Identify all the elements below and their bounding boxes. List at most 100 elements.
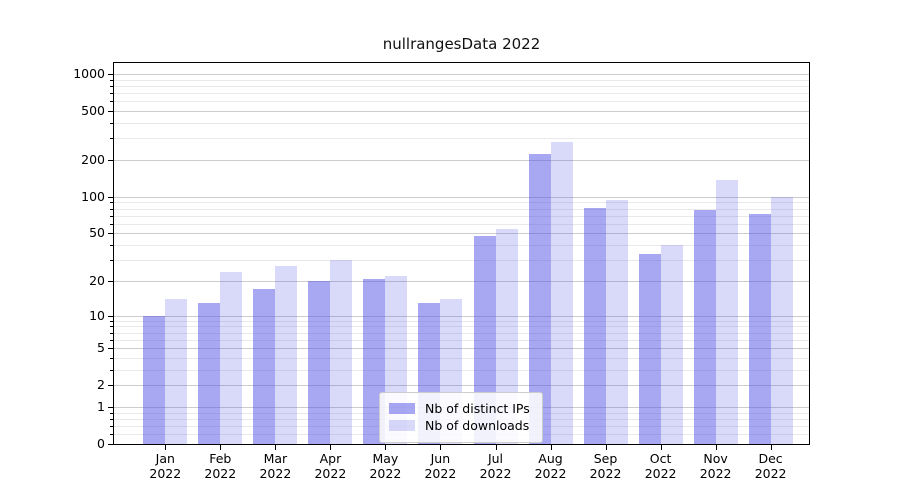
x-tick-mark <box>660 445 662 450</box>
y-minor-tick-mark <box>110 418 113 420</box>
bar-jul-distinct-ips <box>473 235 496 444</box>
minor-gridline <box>114 260 809 262</box>
bar-dec-distinct-ips <box>748 213 771 444</box>
y-tick-label: 1000 <box>73 66 105 81</box>
major-gridline <box>114 111 809 113</box>
x-tick-mark <box>330 445 332 450</box>
minor-gridline <box>114 123 809 124</box>
y-minor-tick-mark <box>110 93 113 95</box>
x-tick-mark <box>770 445 772 450</box>
minor-gridline <box>114 245 809 247</box>
y-tick-label: 10 <box>89 307 105 323</box>
bar-oct-distinct-ips <box>638 253 661 444</box>
legend-label: Nb of downloads <box>425 418 530 433</box>
y-minor-tick-mark <box>110 260 113 262</box>
legend-swatch <box>389 403 415 414</box>
major-gridline <box>114 233 809 235</box>
y-minor-tick-mark <box>110 332 113 334</box>
x-tick-label: Dec 2022 <box>754 451 787 481</box>
y-tick-label: 500 <box>81 103 105 119</box>
y-minor-tick-mark <box>110 123 113 124</box>
x-tick-mark <box>605 445 607 450</box>
y-tick-label: 200 <box>81 152 105 167</box>
x-tick-label: Apr 2022 <box>314 451 347 481</box>
y-tick-mark <box>108 111 113 113</box>
y-tick-mark <box>108 280 113 282</box>
y-minor-tick-mark <box>110 138 113 140</box>
y-minor-tick-mark <box>110 202 113 204</box>
y-minor-tick-mark <box>110 79 113 81</box>
y-tick-mark <box>108 160 113 161</box>
minor-gridline <box>114 101 809 103</box>
y-tick-mark <box>108 196 113 198</box>
legend-entry: Nb of downloads <box>389 418 533 433</box>
y-minor-tick-mark <box>110 320 113 322</box>
minor-gridline <box>114 320 809 322</box>
legend-swatch <box>389 420 415 431</box>
bar-nov-distinct-ips <box>693 210 716 444</box>
bar-aug-downloads <box>550 141 573 444</box>
bar-feb-downloads <box>220 271 243 444</box>
x-tick-mark <box>385 445 387 450</box>
y-tick-mark <box>108 348 113 349</box>
bar-nov-downloads <box>715 179 738 444</box>
y-tick-label: 5 <box>97 340 105 355</box>
y-minor-tick-mark <box>110 208 113 210</box>
x-tick-mark <box>440 445 442 450</box>
legend-entry: Nb of distinct IPs <box>389 401 533 416</box>
y-tick-mark <box>108 444 113 445</box>
x-tick-mark <box>165 445 167 450</box>
major-gridline <box>114 74 809 75</box>
x-tick-label: Jun 2022 <box>424 451 457 481</box>
minor-gridline <box>114 332 809 334</box>
major-gridline <box>114 385 809 387</box>
major-gridline <box>114 280 809 282</box>
y-tick-label: 0 <box>97 436 105 451</box>
minor-gridline <box>114 79 809 81</box>
x-tick-label: Mar 2022 <box>259 451 292 481</box>
minor-gridline <box>114 369 809 371</box>
minor-gridline <box>114 326 809 328</box>
minor-gridline <box>114 208 809 210</box>
y-minor-tick-mark <box>110 357 113 359</box>
bar-apr-downloads <box>330 260 353 444</box>
minor-gridline <box>114 202 809 204</box>
legend-label: Nb of distinct IPs <box>425 401 530 416</box>
x-tick-label: Aug 2022 <box>534 451 567 481</box>
minor-gridline <box>114 215 809 217</box>
bar-jul-downloads <box>495 229 518 444</box>
y-tick-mark <box>108 406 113 408</box>
y-minor-tick-mark <box>110 326 113 328</box>
bar-apr-distinct-ips <box>308 280 331 444</box>
x-tick-label: Jan 2022 <box>149 451 182 481</box>
x-tick-label: Oct 2022 <box>644 451 677 481</box>
x-tick-mark <box>275 445 277 450</box>
x-tick-label: Feb 2022 <box>204 451 237 481</box>
minor-gridline <box>114 223 809 225</box>
y-minor-tick-mark <box>110 223 113 225</box>
y-minor-tick-mark <box>110 426 113 427</box>
x-tick-label: May 2022 <box>369 451 402 481</box>
bar-sep-downloads <box>605 199 628 444</box>
y-minor-tick-mark <box>110 369 113 371</box>
y-tick-label: 2 <box>97 377 105 393</box>
x-tick-label: Sep 2022 <box>589 451 622 481</box>
x-tick-label: Nov 2022 <box>699 451 732 481</box>
y-minor-tick-mark <box>110 85 113 87</box>
y-tick-label: 100 <box>81 188 105 204</box>
minor-gridline <box>114 85 809 87</box>
y-tick-label: 50 <box>89 225 105 241</box>
y-minor-tick-mark <box>110 434 113 436</box>
minor-gridline <box>114 339 809 341</box>
plot-area <box>113 62 810 445</box>
bar-oct-downloads <box>660 245 683 444</box>
major-gridline <box>114 196 809 198</box>
major-gridline <box>114 160 809 161</box>
y-minor-tick-mark <box>110 101 113 103</box>
major-gridline <box>114 348 809 349</box>
y-minor-tick-mark <box>110 412 113 414</box>
x-tick-label: Jul 2022 <box>479 451 512 481</box>
legend: Nb of distinct IPs Nb of downloads <box>379 392 543 443</box>
bar-mar-downloads <box>275 265 298 444</box>
